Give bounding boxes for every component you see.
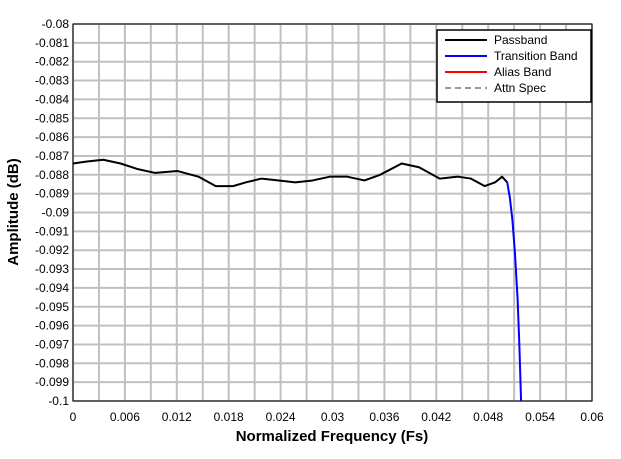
y-tick-label: -0.092 xyxy=(35,243,69,257)
x-tick-label: 0.06 xyxy=(580,410,604,424)
x-tick-label: 0 xyxy=(70,410,77,424)
x-tick-label: 0.03 xyxy=(321,410,345,424)
series-line xyxy=(72,158,508,188)
x-tick-label: 0.048 xyxy=(473,410,503,424)
x-tick-label: 0.036 xyxy=(369,410,399,424)
x-tick-label: 0.024 xyxy=(266,410,296,424)
y-tick-label: -0.097 xyxy=(35,337,69,351)
y-tick-label: -0.098 xyxy=(35,356,69,370)
x-tick-label: 0.042 xyxy=(421,410,451,424)
legend-label: Passband xyxy=(494,33,547,47)
y-tick-label: -0.09 xyxy=(42,206,70,220)
y-tick-label: -0.084 xyxy=(35,92,69,106)
y-tick-label: -0.093 xyxy=(35,262,69,276)
x-tick-label: 0.006 xyxy=(110,410,140,424)
y-tick-label: -0.085 xyxy=(35,111,69,125)
x-tick-label: 0.054 xyxy=(525,410,555,424)
y-tick-label: -0.081 xyxy=(35,36,69,50)
y-tick-label: -0.1 xyxy=(48,394,69,408)
x-axis-label: Normalized Frequency (Fs) xyxy=(236,428,429,445)
y-axis-label: Amplitude (dB) xyxy=(5,158,22,265)
y-tick-label: -0.086 xyxy=(35,130,69,144)
plot-border xyxy=(72,23,593,402)
y-tick-label: -0.099 xyxy=(35,375,69,389)
y-tick-label: -0.083 xyxy=(35,74,69,88)
legend-label: Attn Spec xyxy=(494,81,546,95)
y-tick-label: -0.094 xyxy=(35,281,69,295)
x-tick-label: 0.018 xyxy=(214,410,244,424)
legend-box xyxy=(436,29,592,103)
y-tick-label: -0.096 xyxy=(35,319,69,333)
y-tick-label: -0.087 xyxy=(35,149,69,163)
y-tick-label: -0.089 xyxy=(35,187,69,201)
y-tick-label: -0.088 xyxy=(35,168,69,182)
y-tick-label: -0.095 xyxy=(35,300,69,314)
legend-label: Transition Band xyxy=(494,49,578,63)
y-tick-label: -0.091 xyxy=(35,224,69,238)
legend-label: Alias Band xyxy=(494,65,551,79)
x-tick-label: 0.012 xyxy=(162,410,192,424)
y-tick-label: -0.08 xyxy=(42,17,70,31)
y-tick-label: -0.082 xyxy=(35,55,69,69)
series-line xyxy=(506,182,523,402)
